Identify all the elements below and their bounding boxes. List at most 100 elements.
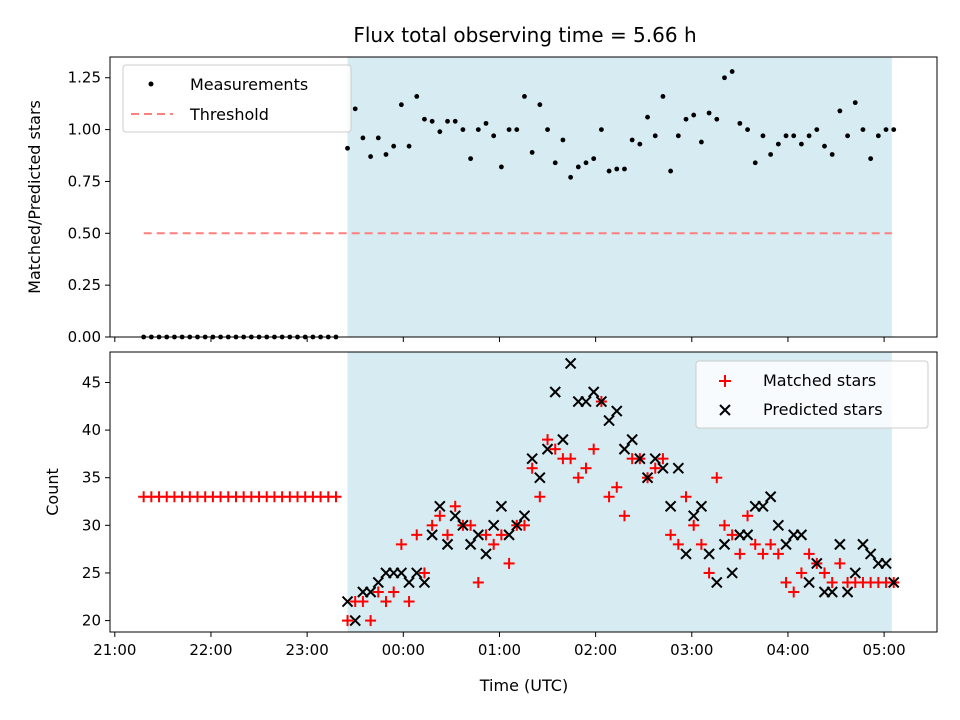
matched-star-point <box>330 491 342 503</box>
predicted-star-point <box>680 548 692 560</box>
matched-stars-legend-marker <box>719 375 731 387</box>
predicted-star-point <box>449 510 461 522</box>
bottom-panel: 20 25 30 35 40 45 21:00 22:00 23:00 00:00 01:00 02… <box>43 351 938 695</box>
predicted-star-point <box>364 586 377 598</box>
predicted-star-point <box>587 386 600 398</box>
matched-star-point <box>495 529 507 541</box>
matched-star-point <box>703 567 715 579</box>
predicted-star-point <box>688 510 700 522</box>
top-y-axis: 0.00 0.25 0.50 0.75 1.00 1.25 <box>68 69 110 346</box>
matched-star-point <box>649 462 661 474</box>
matched-star-point <box>826 576 838 588</box>
predicted-star-point <box>834 538 846 551</box>
matched-star-point <box>572 472 584 484</box>
measurement-point <box>752 160 758 166</box>
measurement-point <box>360 135 366 141</box>
measurement-point <box>383 152 389 157</box>
measurement-point <box>652 133 658 139</box>
predicted-star-point <box>803 576 815 589</box>
measurement-point <box>406 143 412 149</box>
measurement-point <box>468 156 474 162</box>
predicted-star-point <box>472 529 485 541</box>
predicted-star-point <box>549 386 561 398</box>
measurement-point <box>814 127 820 132</box>
measurement-point <box>783 133 789 139</box>
predicted-star-point <box>703 548 715 560</box>
figure-title: Flux total observing time = 5.66 h <box>353 23 696 47</box>
predicted-star-point <box>741 529 754 541</box>
matched-star-point <box>442 529 454 541</box>
measurements-legend-label: Measurements <box>190 75 308 94</box>
measurement-point <box>683 116 689 122</box>
y-tick-label: 0.50 <box>68 224 101 242</box>
measurement-point <box>498 164 504 170</box>
x-axis-label: Time (UTC) <box>479 676 568 695</box>
predicted-stars-legend-label: Predicted stars <box>763 400 883 419</box>
measurement-point <box>637 141 643 147</box>
measurement-point <box>745 127 750 132</box>
predicted-star-point <box>826 586 838 598</box>
matched-star-point <box>672 538 684 550</box>
matched-star-point <box>834 557 846 569</box>
bottom-legend-box <box>695 360 929 429</box>
matched-star-point <box>665 529 677 541</box>
matched-star-point <box>403 596 415 608</box>
matched-star-point <box>765 538 777 550</box>
top-plot-frame <box>109 56 938 338</box>
y-tick-label: 1.25 <box>68 69 101 87</box>
predicted-star-point <box>411 567 423 579</box>
measurement-point <box>445 118 450 124</box>
measurement-point <box>529 150 535 155</box>
measurement-point <box>822 143 827 149</box>
measurement-point <box>437 129 443 135</box>
measurements-legend-marker <box>148 81 154 87</box>
predicted-star-point <box>495 500 508 512</box>
measurement-point <box>552 160 558 166</box>
predicted-star-point <box>595 395 608 408</box>
bottom-legend: Matched stars Predicted stars <box>695 360 929 429</box>
predicted-star-point <box>418 576 431 589</box>
measurement-point <box>645 114 650 120</box>
matched-star-point <box>534 491 546 503</box>
matched-star-point <box>518 519 530 531</box>
matched-star-point <box>780 576 792 588</box>
measurement-point <box>545 127 550 132</box>
predicted-star-point <box>557 433 569 446</box>
predicted-star-point <box>503 529 515 541</box>
predicted-star-point <box>641 472 654 484</box>
matched-star-point <box>749 538 761 550</box>
measurement-point <box>768 152 774 157</box>
predicted-star-point <box>395 567 408 579</box>
matched-star-point <box>680 491 692 503</box>
measurement-point <box>352 106 358 112</box>
matched-star-point <box>718 519 730 531</box>
matched-star-point <box>580 462 592 474</box>
measurement-point <box>799 141 804 147</box>
predicted-star-point <box>857 538 869 551</box>
matched-star-point <box>372 586 384 598</box>
matched-star-point <box>380 596 392 608</box>
predicted-star-point <box>880 557 892 570</box>
predicted-stars-legend-marker <box>719 404 731 416</box>
matched-star-point <box>734 548 746 560</box>
predicted-star-point <box>772 519 785 532</box>
predicted-star-point <box>511 519 523 532</box>
predicted-star-point <box>526 452 538 465</box>
predicted-star-point <box>487 519 500 532</box>
matched-star-point <box>480 529 492 541</box>
y-tick-label: 40 <box>82 421 101 439</box>
matched-star-point <box>772 548 784 560</box>
y-tick-label: 25 <box>82 564 101 582</box>
predicted-star-point <box>534 472 546 484</box>
predicted-star-point <box>672 462 685 474</box>
measurement-point <box>583 160 589 166</box>
matched-star-point <box>526 462 538 474</box>
matched-star-point <box>503 557 515 569</box>
measurement-point <box>729 69 735 74</box>
measurement-point <box>714 116 720 122</box>
measurement-point <box>491 133 497 139</box>
matched-star-point <box>757 548 769 560</box>
measurement-point <box>722 75 727 81</box>
predicted-star-point <box>580 395 592 408</box>
measurement-point <box>629 137 635 143</box>
